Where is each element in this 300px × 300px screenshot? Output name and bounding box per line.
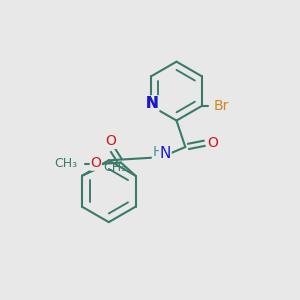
Text: N: N	[146, 96, 159, 111]
Text: O: O	[90, 156, 101, 170]
Text: H: H	[152, 145, 163, 159]
Text: Br: Br	[213, 99, 229, 113]
Text: CH₃: CH₃	[103, 161, 126, 174]
Text: N: N	[160, 146, 171, 161]
Text: O: O	[207, 136, 218, 150]
Text: N: N	[146, 96, 159, 111]
Text: CH₃: CH₃	[54, 158, 77, 170]
Text: O: O	[105, 134, 116, 148]
